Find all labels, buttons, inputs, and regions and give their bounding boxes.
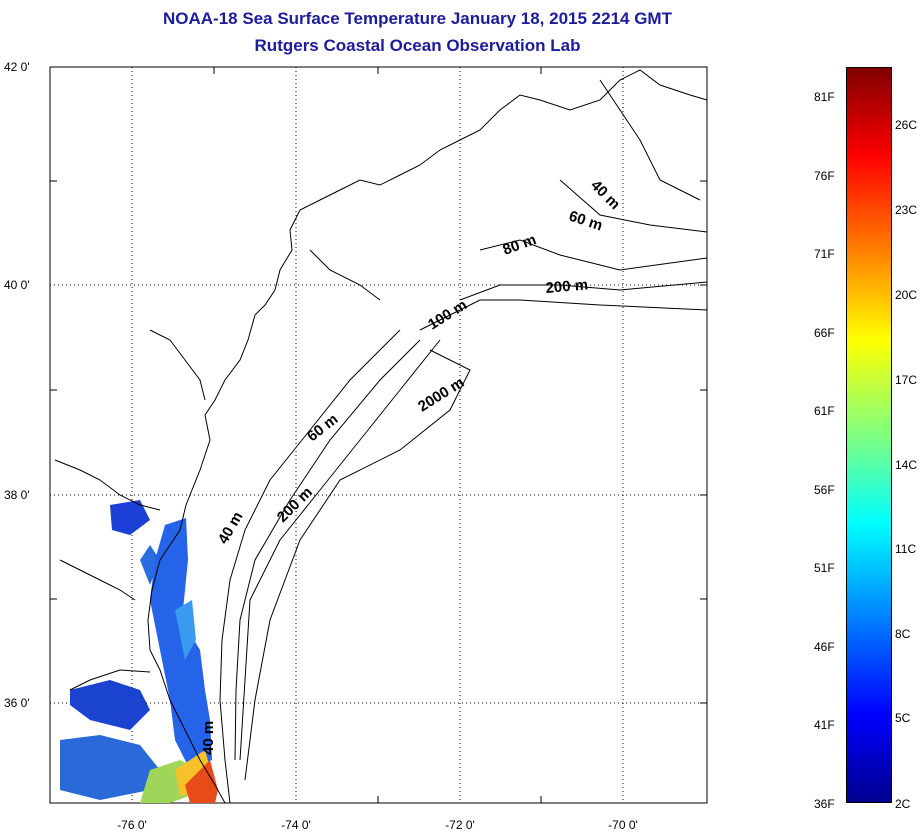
colorbar-c-label: 23C	[895, 203, 918, 217]
nj-coast	[309, 249, 381, 301]
potomac-shore	[54, 459, 161, 511]
contour-label: 2000 m	[415, 374, 467, 415]
james-shore	[59, 559, 136, 601]
contour-40-ne	[599, 79, 701, 201]
colorbar-f-label: 61F	[814, 404, 835, 418]
lat-label: 42 0'	[4, 60, 30, 74]
contour-label: 200 m	[545, 276, 589, 297]
contour-200-ne	[459, 281, 708, 301]
sound-sst	[70, 680, 150, 730]
colorbar-f-label: 41F	[814, 718, 835, 732]
colorbar-c-label: 11C	[895, 542, 917, 556]
shelf-sst-north	[150, 518, 212, 770]
lon-label: -74 0'	[281, 818, 311, 832]
colorbar-f-label: 56F	[814, 483, 835, 497]
gulfstream-core	[185, 760, 218, 803]
colorbar-c-label: 5C	[895, 711, 911, 725]
contour-shelf-2	[234, 339, 421, 761]
colorbar-f-label: 81F	[814, 90, 835, 104]
contour-shelf-3	[239, 339, 441, 761]
delaware-bay	[149, 329, 206, 401]
contour-60-ne	[559, 179, 708, 233]
contour-label: 40 m	[200, 721, 217, 755]
colorbar-f-label: 51F	[814, 561, 835, 575]
contour-label: 40 m	[587, 177, 623, 213]
contour-labels: 40 m 60 m 80 m 200 m 100 m 2000 m 60 m 2…	[200, 177, 623, 755]
lon-label: -72 0'	[445, 818, 475, 832]
sst-data	[60, 500, 218, 803]
colorbar-f-label: 66F	[814, 326, 835, 340]
colorbar-c-label: 8C	[895, 627, 911, 641]
contour-2000-ne	[419, 299, 708, 331]
lon-label: -76 0'	[117, 818, 147, 832]
albemarle-shore	[69, 669, 151, 691]
colorbar-f-label: 76F	[814, 169, 835, 183]
atlantic-coast	[147, 69, 708, 804]
contour-label: 80 m	[501, 231, 539, 259]
contour-label: 60 m	[567, 208, 605, 235]
lat-label: 38 0'	[4, 488, 30, 502]
bathymetry	[219, 79, 708, 804]
colorbar-f-label: 46F	[814, 640, 835, 654]
contour-label: 100 m	[425, 296, 470, 333]
colorbar-f-label: 71F	[814, 247, 835, 261]
axis-ticks	[50, 67, 707, 803]
bay-sst	[140, 545, 160, 585]
coastline	[54, 69, 708, 804]
temperature-colorbar	[846, 67, 892, 803]
map-subtitle: Rutgers Coastal Ocean Observation Lab	[254, 36, 581, 55]
lat-label: 40 0'	[4, 278, 30, 292]
colorbar-c-label: 2C	[895, 797, 911, 811]
map-frame	[49, 66, 708, 804]
colorbar-f-label: 36F	[814, 797, 835, 811]
colorbar-c-label: 26C	[895, 118, 918, 132]
graticule	[50, 67, 707, 803]
contour-label: 200 m	[274, 484, 316, 526]
contour-shelf-1	[219, 329, 401, 804]
contour-80-ne	[479, 239, 708, 271]
lon-label: -70 0'	[608, 818, 638, 832]
colorbar-c-label: 20C	[895, 288, 918, 302]
shelf-sst-mid	[175, 600, 196, 660]
contour-2000-sw	[244, 349, 471, 781]
map-title: NOAA-18 Sea Surface Temperature January …	[163, 9, 672, 28]
colorbar-c-label: 17C	[895, 373, 918, 387]
lat-label: 36 0'	[4, 696, 30, 710]
colorbar-c-label: 14C	[895, 458, 918, 472]
pamlico-sst	[60, 735, 160, 800]
contour-label: 60 m	[304, 411, 341, 445]
chesapeake-sst	[110, 500, 150, 535]
